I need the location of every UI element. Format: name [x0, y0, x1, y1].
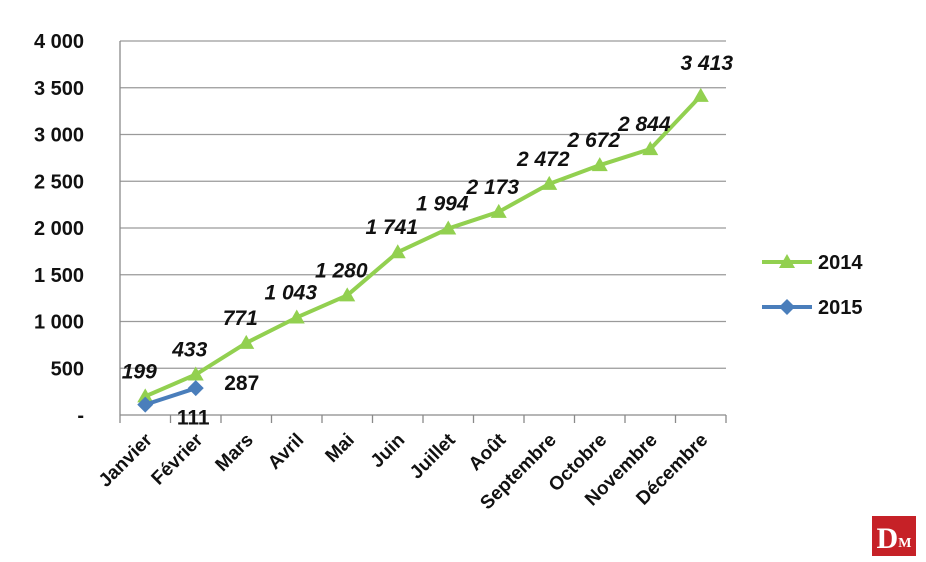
x-tick-label: Janvier: [95, 429, 157, 491]
data-label-2014: 199: [122, 360, 157, 383]
data-point-2014: [692, 87, 709, 102]
data-label-2014: 1 741: [365, 216, 418, 239]
series-line-2015: [144, 386, 197, 407]
x-tick-label: Mars: [212, 430, 258, 476]
data-label-2014: 2 472: [516, 148, 570, 171]
x-tick-label: Février: [148, 429, 208, 489]
gridlines: [120, 40, 726, 369]
x-tick-label: Août: [465, 429, 511, 475]
data-point-2014: [137, 388, 154, 403]
data-label-2014: 771: [223, 307, 258, 330]
data-point-2014: [541, 175, 558, 190]
y-tick-label: 500: [51, 358, 84, 380]
data-label-2014: 433: [171, 339, 207, 362]
data-point-2014: [339, 287, 356, 302]
data-label-2014: 1 043: [264, 281, 317, 304]
y-tick-label: -: [77, 405, 84, 427]
y-tick-label: 1 500: [34, 265, 84, 287]
data-point-2014: [591, 157, 608, 172]
data-point-2014: [642, 141, 659, 156]
y-tick-labels: - 500 1 000 1 500 2 000 2 500 3 000 3 500 4 000: [34, 31, 84, 427]
data-point-2015: [187, 380, 204, 397]
y-tick-label: 4 000: [34, 31, 84, 53]
legend: 2014 2015: [762, 252, 863, 319]
series-line-2014: [144, 94, 703, 399]
logo-letter-d: D: [876, 522, 899, 555]
logo-letter-m: M: [898, 536, 912, 551]
legend-label-2014: 2014: [818, 252, 863, 274]
data-label-2015: 111: [177, 407, 210, 430]
data-point-2014: [389, 244, 406, 259]
y-tick-label: 1 000: [34, 312, 84, 334]
y-tick-label: 2 000: [34, 218, 84, 240]
y-tick-label: 3 500: [34, 78, 84, 100]
legend-label-2015: 2015: [818, 297, 863, 319]
legend-marker-2015: [779, 299, 795, 315]
data-point-2014: [288, 309, 305, 324]
data-label-2014: 1 994: [416, 193, 469, 216]
data-label-2015: 287: [224, 372, 259, 395]
data-label-2014: 2 173: [465, 176, 519, 199]
x-tick-label: Mai: [322, 430, 359, 467]
data-point-2015: [137, 396, 154, 413]
x-tick-label: Avril: [264, 430, 308, 474]
data-label-2014: 3 413: [680, 52, 733, 75]
x-tick-label: Juin: [367, 430, 409, 472]
x-tick-label: Juillet: [406, 429, 460, 483]
data-label-2014: 2 672: [566, 129, 620, 152]
series-lines: [137, 87, 709, 413]
legend-marker-2014: [779, 254, 795, 268]
axes: [119, 41, 727, 423]
data-label-2014: 2 844: [617, 113, 671, 136]
data-point-2014: [187, 366, 204, 381]
y-tick-label: 2 500: [34, 171, 84, 193]
data-label-2014: 1 280: [315, 259, 368, 282]
data-point-2014: [490, 203, 507, 218]
data-point-2014: [238, 334, 255, 349]
y-tick-label: 3 000: [34, 125, 84, 147]
data-point-2014: [440, 220, 457, 235]
